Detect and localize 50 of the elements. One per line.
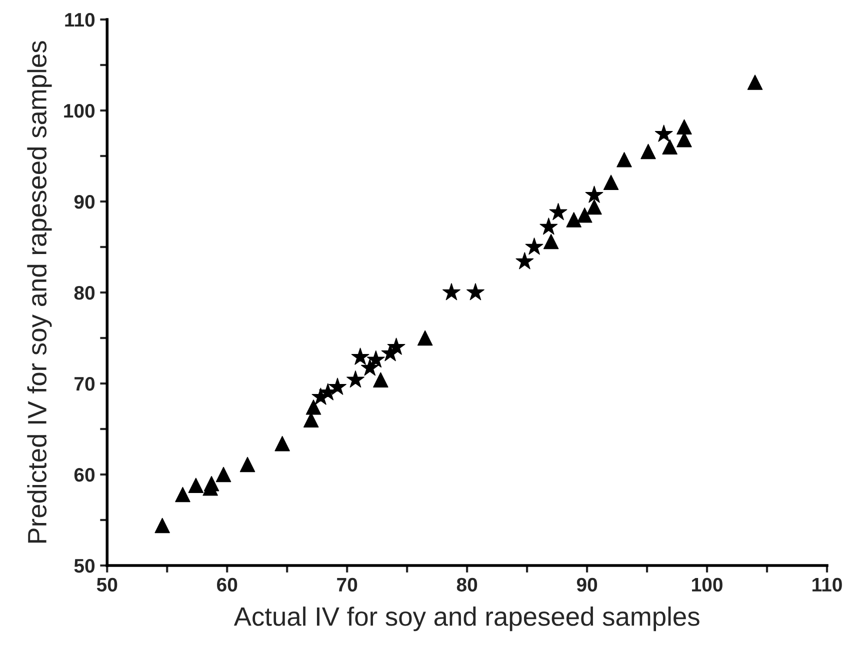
point [204,476,220,492]
point [274,436,290,452]
point [216,466,232,482]
point [346,370,364,388]
x-tick-label: 50 [96,578,118,592]
y-tick-label: 90 [74,194,95,209]
point [525,238,544,255]
point [566,212,582,228]
point [442,283,460,300]
y-tick-label: 110 [65,12,95,27]
y-tick-label: 50 [74,558,95,573]
point [516,252,534,270]
point [616,152,632,168]
point [188,478,204,494]
x-tick-label: 70 [337,578,358,592]
point [328,378,346,395]
x-tick-label: 100 [692,578,722,592]
point [360,358,379,376]
x-tick-label: 80 [456,578,478,592]
point [586,199,602,215]
x-tick-label: 60 [217,578,238,592]
point [540,218,558,235]
y-tick-label: 60 [74,468,95,482]
point [585,186,604,203]
point [466,283,484,300]
point [640,144,656,160]
point [747,74,763,90]
point [603,174,619,190]
point [676,119,692,135]
point [577,208,592,223]
y-axis-title: Predicted IV for soy and rapeseed samples [27,41,52,543]
point [175,486,190,502]
x-tick-label: 90 [576,578,598,592]
y-tick-label: 100 [64,104,95,118]
point [366,350,385,368]
point [549,203,568,220]
point [373,372,388,388]
y-tick-label: 80 [74,286,95,300]
point [654,124,673,142]
point [240,456,256,472]
point [387,338,406,355]
y-tick-label: 70 [74,376,95,391]
point [417,330,433,346]
point [306,400,322,415]
x-tick-label: 110 [812,578,842,592]
point [662,139,678,155]
point [351,348,370,365]
x-axis-title: Actual IV for soy and rapeseed samples [234,606,700,632]
point [543,234,559,250]
point [154,518,170,534]
